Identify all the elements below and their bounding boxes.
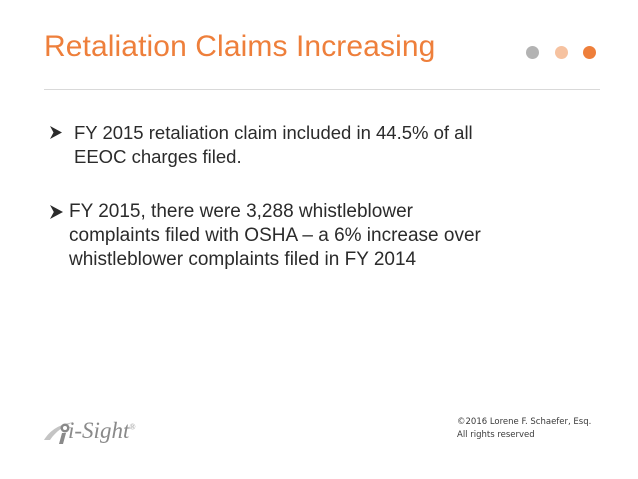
copyright-notice: ©2016 Lorene F. Schaefer, Esq. All right…: [457, 416, 591, 442]
slide-title: Retaliation Claims Increasing: [44, 30, 436, 63]
i-sight-logo-icon: [44, 422, 74, 444]
gray-dot-icon: [526, 46, 539, 59]
bullet-text: FY 2015 retaliation claim included in 44…: [74, 121, 473, 169]
orange-dot-icon: [583, 46, 596, 59]
light-orange-dot-icon: [555, 46, 568, 59]
logo-text: i-Sight®: [68, 418, 135, 444]
arrowhead-bullet-icon: [50, 126, 62, 139]
logo-wordmark: i-Sight: [68, 418, 130, 443]
bullet-line: FY 2015, there were 3,288 whistleblower: [69, 201, 413, 222]
bullet-text: FY 2015, there were 3,288 whistleblower …: [69, 200, 481, 272]
i-sight-logo: i-Sight®: [42, 416, 152, 448]
bullet-line: whistleblower complaints filed in FY 201…: [69, 249, 417, 270]
bullet-line: FY 2015 retaliation claim included in 44…: [74, 122, 473, 143]
title-divider: [44, 89, 600, 90]
registered-mark: ®: [129, 422, 136, 432]
arrowhead-bullet-icon: [50, 205, 63, 219]
rights-line: All rights reserved: [457, 430, 535, 440]
bullet-line: complaints filed with OSHA – a 6% increa…: [69, 225, 481, 246]
copyright-line: ©2016 Lorene F. Schaefer, Esq.: [457, 417, 592, 427]
bullet-line: EEOC charges filed.: [74, 146, 242, 167]
